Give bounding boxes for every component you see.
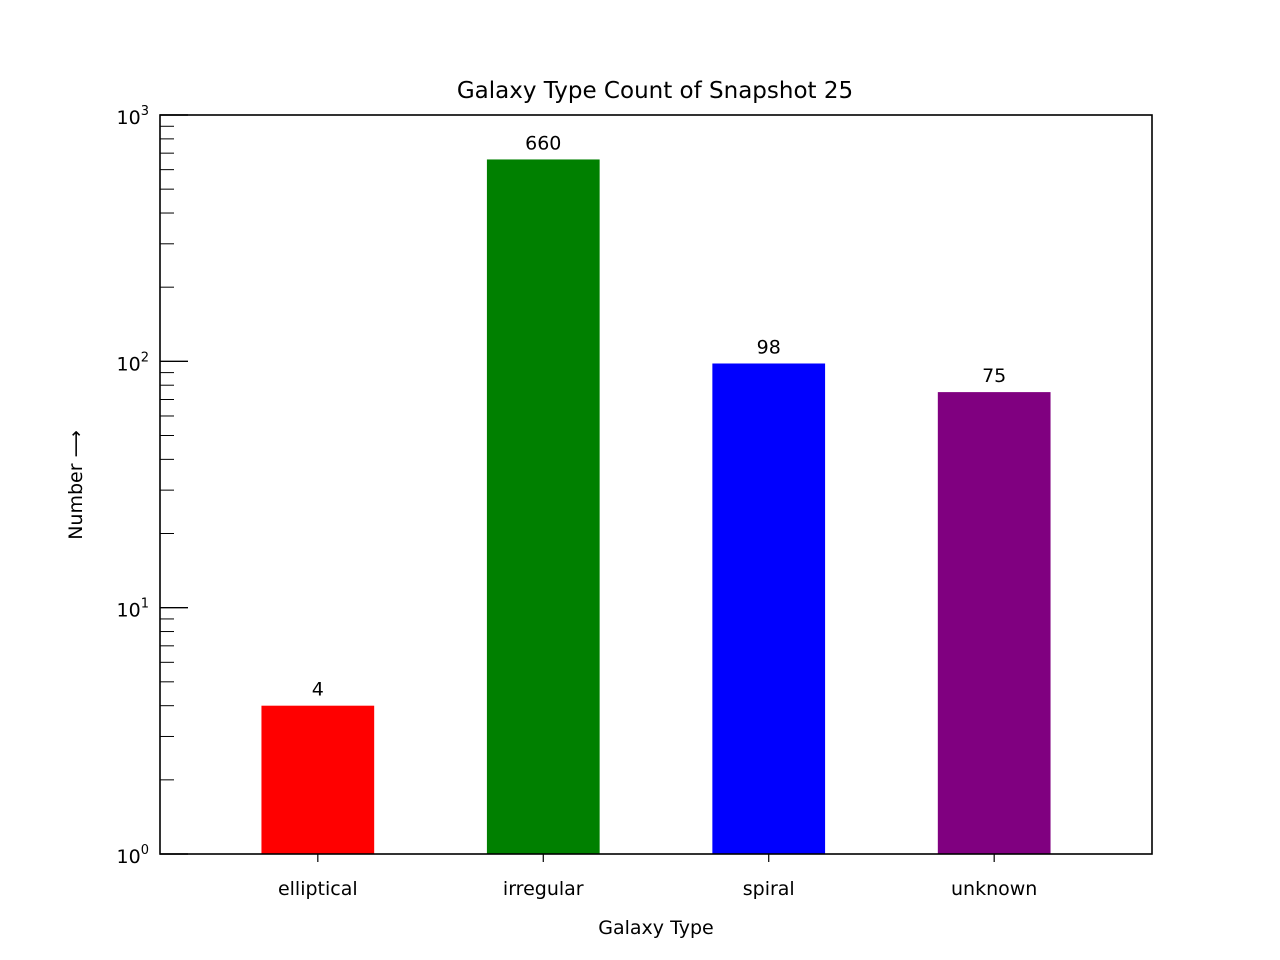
y-axis-label: Number ⟶ [65,430,87,540]
y-tick-label: 100 [117,843,149,868]
plot-frame [159,114,1153,855]
chart-title: Galaxy Type Count of Snapshot 25 [457,78,853,104]
data-label-elliptical: 4 [312,679,324,701]
bar-spiral [712,363,826,854]
bar-elliptical [261,705,375,854]
x-tick-label-elliptical: elliptical [278,878,358,900]
x-tick-label-irregular: irregular [503,878,584,900]
data-label-unknown: 75 [982,365,1006,387]
bar-unknown [937,392,1051,854]
bar-irregular [486,159,600,855]
y-tick-label: 101 [117,597,149,622]
x-axis-label: Galaxy Type [598,917,713,939]
data-label-spiral: 98 [757,336,781,358]
ticks-layer: elliptical irregular spiral unknown 100 101 10… [117,104,1038,900]
x-tick-label-unknown: unknown [951,878,1037,900]
y-tick-label: 102 [117,350,149,375]
data-label-irregular: 660 [525,132,561,154]
y-tick-label: 103 [117,104,149,129]
x-tick-label-spiral: spiral [743,878,795,900]
bars-layer: 4 660 98 75 [261,132,1051,855]
